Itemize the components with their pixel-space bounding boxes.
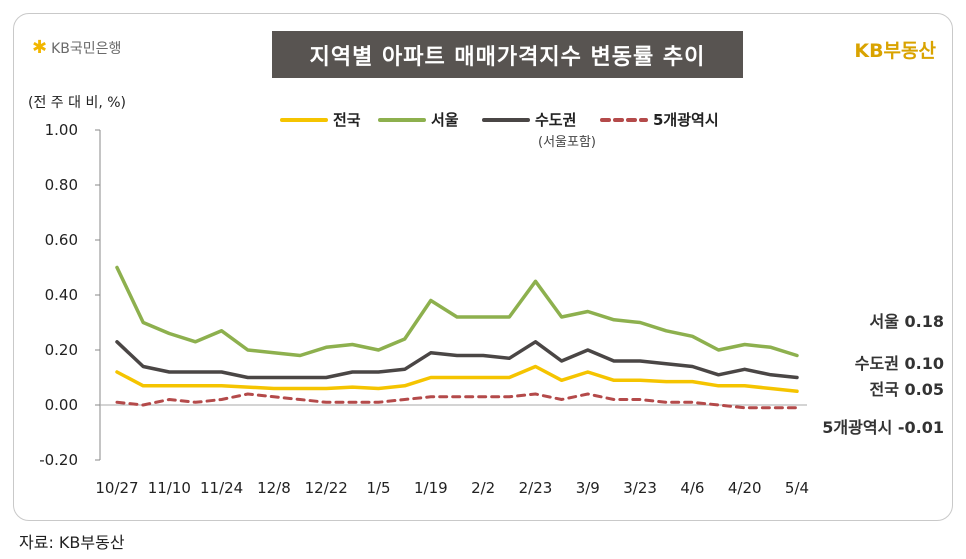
y-tick-label: 1.00 [45,121,78,139]
series-line-seoul [115,265,799,358]
x-tick-label: 11/24 [200,479,243,497]
x-tick-label: 4/6 [680,479,704,497]
series-line-national [115,364,799,394]
legend-label-metro5: 5개광역시 [653,111,719,129]
end-label-capital: 수도권 0.10 [855,354,944,373]
end-label-metro5: 5개광역시 -0.01 [822,418,944,437]
x-tick-label: 3/9 [576,479,600,497]
end-label-seoul: 서울 0.18 [870,312,945,331]
chart-frame [13,13,953,521]
y-tick-label: 0.20 [45,341,78,359]
source-note: 자료: KB부동산 [19,533,125,552]
x-tick-label: 2/23 [519,479,553,497]
series-line-capital [115,340,799,380]
y-tick-label: 0.60 [45,231,78,249]
legend-label-capital: 수도권 [535,111,576,129]
x-tick-label: 4/20 [728,479,762,497]
x-tick-label: 12/22 [305,479,348,497]
series-line-metro5 [115,392,799,410]
end-label-national: 전국 0.05 [870,380,945,399]
y-tick-label: 0.40 [45,286,78,304]
x-tick-label: 5/4 [785,479,809,497]
y-axis-unit-label: (전 주 대 비, %) [28,95,126,111]
kb-bank-logo: ✱ KB국민은행 [32,38,121,58]
legend-label-seoul: 서울 [431,111,459,129]
x-tick-label: 1/5 [366,479,390,497]
legend-sublabel-capital: (서울포함) [538,135,596,150]
x-tick-label: 3/23 [623,479,657,497]
x-tick-label: 1/19 [414,479,448,497]
chart-title: 지역별 아파트 매매가격지수 변동률 추이 [272,31,743,78]
x-tick-label: 10/27 [95,479,138,497]
x-tick-label: 12/8 [257,479,291,497]
y-tick-label: 0.00 [45,396,78,414]
kb-bank-logo-text: KB국민은행 [51,41,122,57]
x-tick-label: 11/10 [148,479,191,497]
x-tick-label: 2/2 [471,479,495,497]
y-tick-label: 0.80 [45,176,78,194]
kb-estate-brand: KB부동산 [854,40,936,62]
chart-title-text: 지역별 아파트 매매가격지수 변동률 추이 [309,44,706,70]
kb-star-icon: ✱ [32,37,48,58]
legend-label-national: 전국 [333,111,361,129]
y-tick-label: -0.20 [39,451,78,469]
